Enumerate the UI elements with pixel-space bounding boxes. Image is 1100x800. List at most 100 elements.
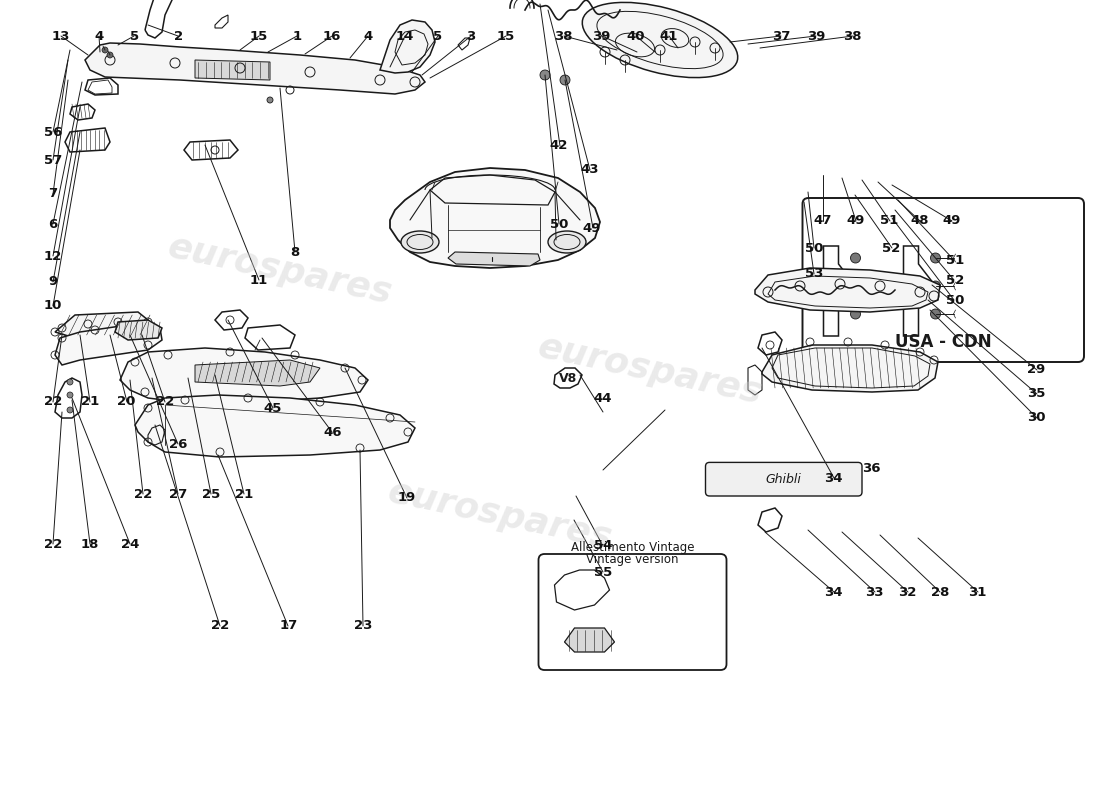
Text: 37: 37 xyxy=(772,30,790,42)
Text: 34: 34 xyxy=(825,586,843,598)
Text: 5: 5 xyxy=(130,30,139,42)
Text: 50: 50 xyxy=(805,242,823,254)
Text: 17: 17 xyxy=(279,619,297,632)
Text: 2: 2 xyxy=(174,30,183,42)
Text: 25: 25 xyxy=(202,488,220,501)
Text: 19: 19 xyxy=(398,491,416,504)
Text: 22: 22 xyxy=(211,619,229,632)
Circle shape xyxy=(107,52,113,58)
Text: 43: 43 xyxy=(581,163,598,176)
Text: 45: 45 xyxy=(264,402,282,414)
Text: 30: 30 xyxy=(1027,411,1045,424)
Text: 1: 1 xyxy=(293,30,301,42)
Text: 18: 18 xyxy=(81,538,99,550)
Text: 6: 6 xyxy=(48,218,57,230)
Text: 48: 48 xyxy=(911,214,928,227)
Polygon shape xyxy=(195,60,270,80)
Polygon shape xyxy=(195,360,320,386)
Text: 14: 14 xyxy=(396,30,414,42)
FancyBboxPatch shape xyxy=(705,462,862,496)
Polygon shape xyxy=(564,628,615,652)
Circle shape xyxy=(67,379,73,385)
Circle shape xyxy=(931,281,940,291)
Polygon shape xyxy=(120,348,369,402)
Text: Allestimento Vintage: Allestimento Vintage xyxy=(571,542,694,554)
Text: 50: 50 xyxy=(550,218,568,230)
Text: 21: 21 xyxy=(81,395,99,408)
Text: 50: 50 xyxy=(946,294,964,306)
Polygon shape xyxy=(755,268,940,312)
Text: 34: 34 xyxy=(825,472,843,485)
Circle shape xyxy=(850,309,860,319)
Polygon shape xyxy=(85,43,425,94)
Text: Ghibli: Ghibli xyxy=(766,473,802,486)
Text: 3: 3 xyxy=(466,30,475,42)
Circle shape xyxy=(850,253,860,263)
Text: 55: 55 xyxy=(594,566,612,578)
Text: 24: 24 xyxy=(121,538,139,550)
Text: 28: 28 xyxy=(932,586,949,598)
Text: 36: 36 xyxy=(862,462,880,474)
Text: 5: 5 xyxy=(433,30,442,42)
Text: 4: 4 xyxy=(364,30,373,42)
Text: 53: 53 xyxy=(805,267,823,280)
Text: 8: 8 xyxy=(290,246,299,258)
Text: 49: 49 xyxy=(943,214,960,227)
Text: 44: 44 xyxy=(594,392,612,405)
Text: 29: 29 xyxy=(1027,363,1045,376)
Circle shape xyxy=(267,97,273,103)
Text: 27: 27 xyxy=(169,488,187,501)
Text: 22: 22 xyxy=(134,488,152,501)
Text: 4: 4 xyxy=(95,30,103,42)
Polygon shape xyxy=(379,20,434,73)
Text: 7: 7 xyxy=(48,187,57,200)
Text: 33: 33 xyxy=(866,586,883,598)
Polygon shape xyxy=(390,168,600,268)
Polygon shape xyxy=(762,345,938,392)
Circle shape xyxy=(850,281,860,291)
Text: 9: 9 xyxy=(48,275,57,288)
Text: 38: 38 xyxy=(554,30,572,42)
Circle shape xyxy=(67,392,73,398)
Text: 40: 40 xyxy=(627,30,645,42)
Text: 51: 51 xyxy=(946,254,964,266)
Text: eurospares: eurospares xyxy=(165,230,395,310)
Polygon shape xyxy=(116,320,162,340)
Text: Vintage version: Vintage version xyxy=(586,554,679,566)
Text: 13: 13 xyxy=(52,30,69,42)
Text: 20: 20 xyxy=(118,395,135,408)
Text: 12: 12 xyxy=(44,250,62,262)
Text: V8: V8 xyxy=(559,371,578,385)
Text: 51: 51 xyxy=(880,214,898,227)
Text: 52: 52 xyxy=(946,274,964,286)
Text: 31: 31 xyxy=(968,586,986,598)
Text: 47: 47 xyxy=(814,214,832,227)
Text: 56: 56 xyxy=(44,126,62,138)
Circle shape xyxy=(931,309,940,319)
Text: 52: 52 xyxy=(882,242,900,254)
Ellipse shape xyxy=(582,2,738,78)
Text: 46: 46 xyxy=(323,426,341,438)
Text: 38: 38 xyxy=(844,30,861,42)
Ellipse shape xyxy=(548,231,586,253)
Circle shape xyxy=(102,47,108,53)
Polygon shape xyxy=(55,312,148,338)
Circle shape xyxy=(540,70,550,80)
Text: 49: 49 xyxy=(583,222,601,234)
Text: eurospares: eurospares xyxy=(535,330,766,410)
Text: 39: 39 xyxy=(807,30,825,42)
Text: 23: 23 xyxy=(354,619,372,632)
Text: 22: 22 xyxy=(44,395,62,408)
Text: 35: 35 xyxy=(1027,387,1045,400)
Text: 41: 41 xyxy=(660,30,678,42)
Text: 22: 22 xyxy=(44,538,62,550)
Text: 32: 32 xyxy=(899,586,916,598)
Circle shape xyxy=(931,253,940,263)
Text: 39: 39 xyxy=(593,30,611,42)
Text: 10: 10 xyxy=(44,299,62,312)
Text: 22: 22 xyxy=(156,395,174,408)
Ellipse shape xyxy=(402,231,439,253)
Text: 21: 21 xyxy=(235,488,253,501)
Text: 42: 42 xyxy=(550,139,568,152)
Text: 11: 11 xyxy=(250,274,267,286)
